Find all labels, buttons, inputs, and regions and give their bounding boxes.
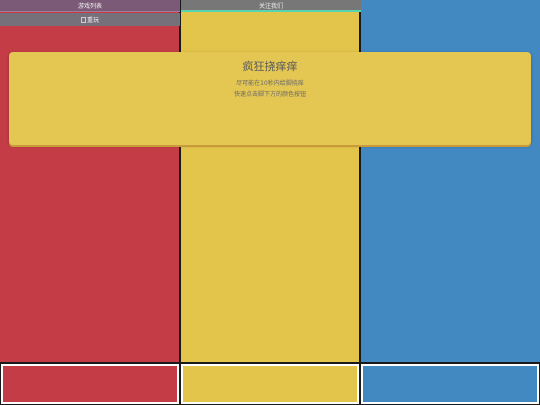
- blue-tap-button[interactable]: [361, 364, 539, 404]
- restart-button[interactable]: 重玩: [0, 13, 180, 26]
- follow-us-tab[interactable]: 关注我们: [181, 0, 361, 12]
- game-list-label: 游戏列表: [77, 3, 102, 10]
- instruction-line-2: 快速点击脚下方的颜色按钮: [233, 91, 306, 98]
- restart-label: 重玩: [86, 17, 99, 24]
- game-list-tab[interactable]: 游戏列表: [0, 0, 180, 12]
- instruction-line-1: 尽可能在10秒内给脚挠痒: [236, 80, 304, 87]
- red-tap-button[interactable]: [1, 364, 179, 404]
- intro-dialog: 疯狂挠痒痒 尽可能在10秒内给脚挠痒 快速点击脚下方的颜色按钮: [9, 52, 531, 145]
- yellow-tap-button[interactable]: [181, 364, 359, 404]
- follow-us-label: 关注我们: [258, 2, 283, 10]
- broken-image-icon: [80, 16, 86, 23]
- game-title: 疯狂挠痒痒: [242, 60, 298, 73]
